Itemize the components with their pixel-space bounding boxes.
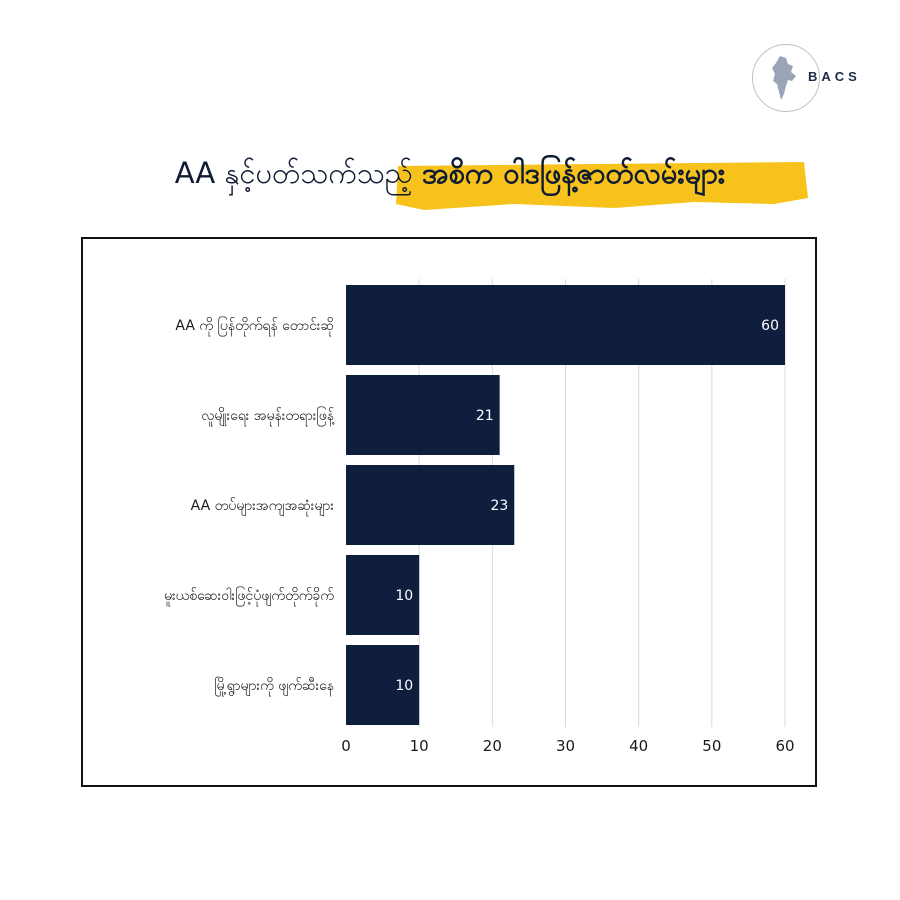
bar-value-label: 10 — [395, 588, 413, 604]
bar — [346, 285, 785, 365]
category-label: မြို့ရွာများကို ဖျက်ဆီးနေ — [214, 677, 334, 696]
category-label: မူးယစ်ဆေးဝါးဖြင့်ပုံဖျက်တိုက်ခိုက် — [164, 587, 334, 606]
logo-circle — [752, 44, 820, 112]
bar — [346, 555, 420, 635]
x-tick-label: 30 — [556, 737, 575, 755]
bar-value-label: 60 — [761, 318, 779, 334]
x-tick-label: 0 — [341, 737, 351, 755]
page-title: AA နှင့်ပတ်သက်သည့် အစိက ဝါဒဖြန့်ဇာတ်လမ်း… — [0, 155, 900, 198]
x-tick-label: 60 — [775, 737, 794, 755]
category-label: AA တပ်များအကျအဆုံးများ — [191, 498, 335, 516]
logo: BACS — [752, 44, 872, 116]
bar — [346, 375, 500, 455]
myanmar-map-icon — [772, 56, 796, 100]
bar-value-label: 21 — [476, 408, 494, 424]
chart-frame: 60 AA ကို ပြန်တိုက်ရန် တောင်းဆို 21 လူမျိုး… — [81, 237, 817, 787]
bar-value-label: 10 — [395, 678, 413, 694]
title-part-2: အစိက ဝါဒဖြန့်ဇာတ်လမ်းများ — [422, 156, 726, 190]
category-label: AA ကို ပြန်တိုက်ရန် တောင်းဆို — [175, 317, 334, 336]
bar — [346, 465, 515, 545]
x-tick-label: 50 — [702, 737, 721, 755]
bar-value-label: 23 — [490, 498, 508, 514]
bar — [346, 645, 420, 725]
bar-chart: 60 AA ကို ပြန်တိုက်ရန် တောင်းဆို 21 လူမျိုး… — [164, 279, 795, 755]
title-part-1: AA နှင့်ပတ်သက်သည့် — [174, 156, 413, 190]
x-tick-label: 20 — [483, 737, 502, 755]
title-highlight — [396, 162, 808, 210]
x-tick-label: 10 — [410, 737, 429, 755]
logo-text: BACS — [808, 69, 861, 84]
x-tick-label: 40 — [629, 737, 648, 755]
category-label: လူမျိုးရေး အမုန်းတရားဖြန့် — [201, 407, 335, 426]
